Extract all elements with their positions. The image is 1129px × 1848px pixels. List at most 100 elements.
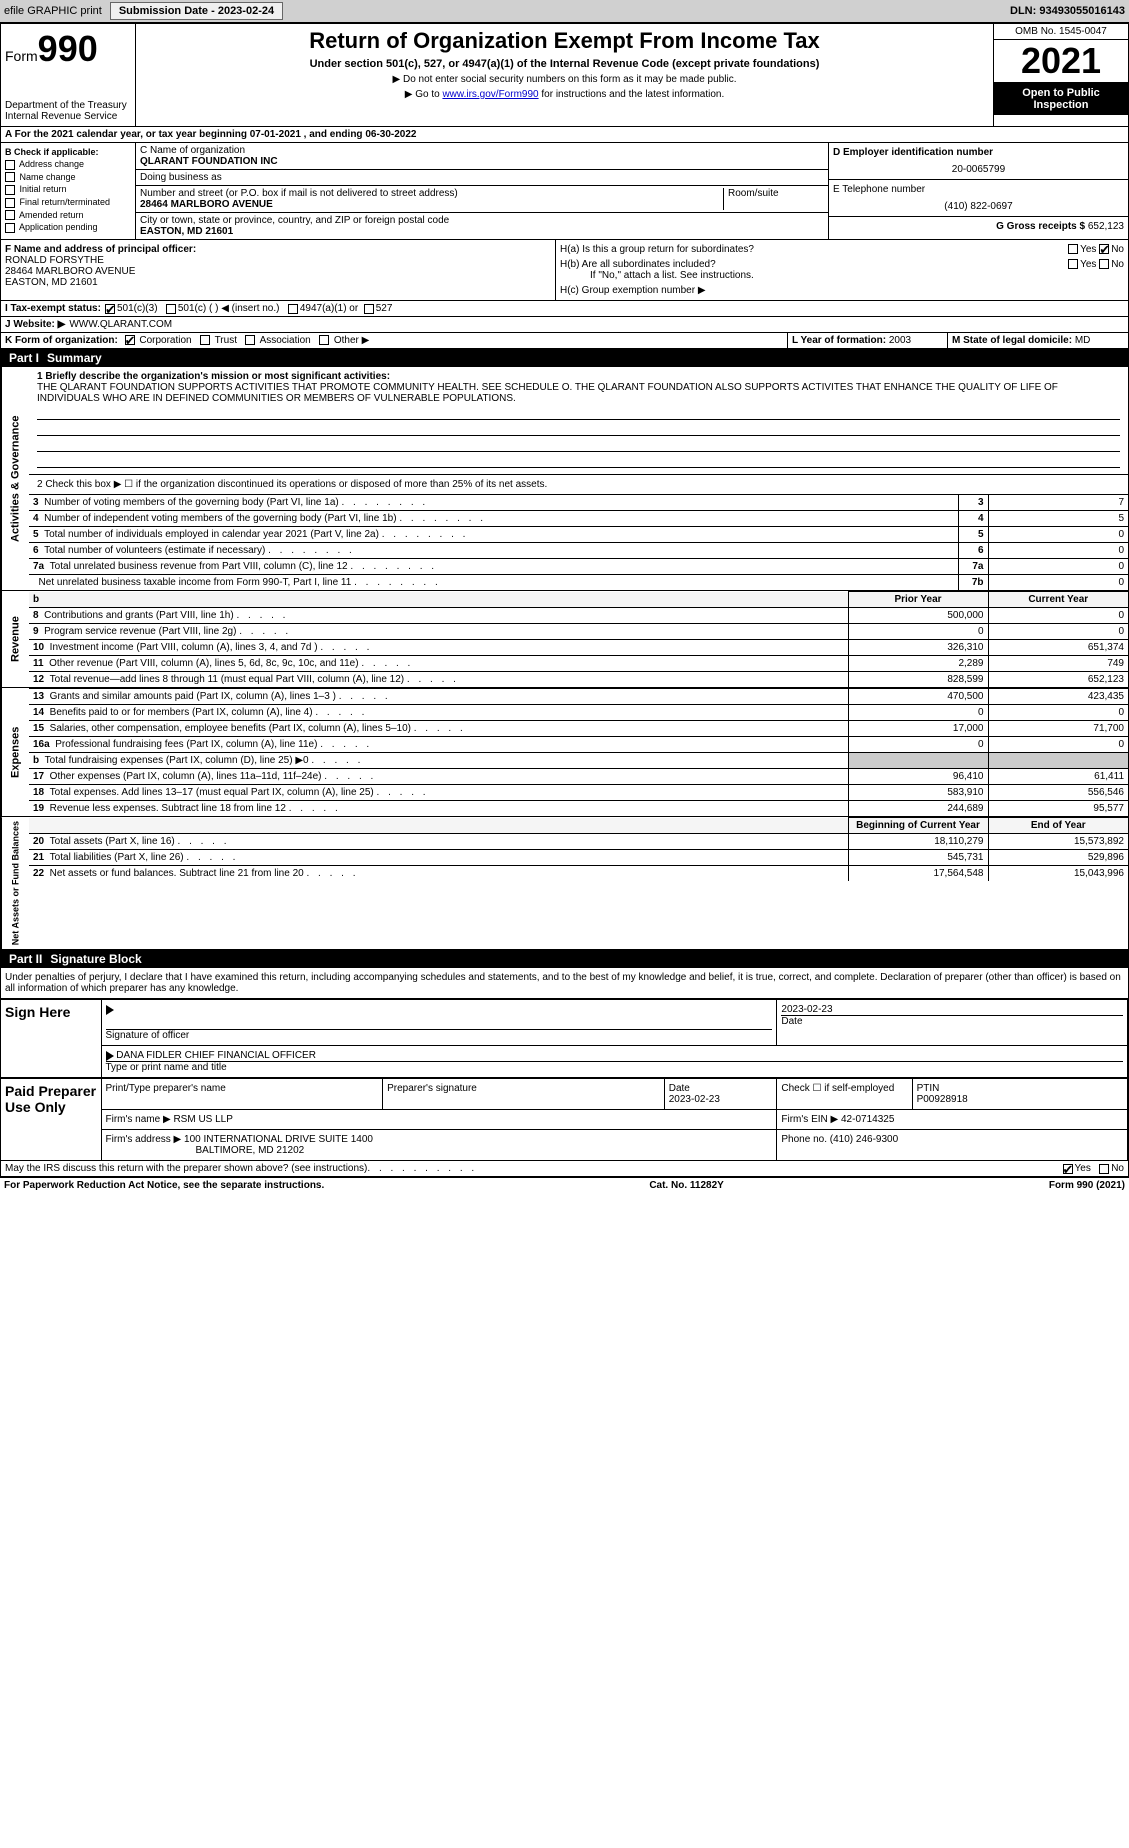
expenses-section: Expenses 13 Grants and similar amounts p… — [1, 688, 1128, 817]
checkbox[interactable] — [5, 210, 15, 220]
i-501c-checkbox[interactable] — [166, 304, 176, 314]
part2-title: Signature Block — [50, 952, 141, 966]
k-o4: Other ▶ — [334, 335, 369, 346]
i-501c3-checkbox[interactable] — [105, 304, 115, 314]
box-b-item: Final return/terminated — [5, 197, 131, 208]
table-row: 17 Other expenses (Part IX, column (A), … — [29, 769, 1128, 785]
footer: For Paperwork Reduction Act Notice, see … — [0, 1178, 1129, 1193]
i-527-checkbox[interactable] — [364, 304, 374, 314]
no-label: No — [1111, 244, 1124, 255]
ha-no-checkbox[interactable] — [1099, 244, 1109, 254]
table-row: 16a Professional fundraising fees (Part … — [29, 737, 1128, 753]
firm-addr-label: Firm's address ▶ — [106, 1134, 182, 1145]
footer-mid: Cat. No. 11282Y — [649, 1180, 723, 1191]
hb-yes-checkbox[interactable] — [1068, 259, 1078, 269]
hb-no-checkbox[interactable] — [1099, 259, 1109, 269]
footer-right: Form 990 (2021) — [1049, 1180, 1125, 1191]
m-label: M State of legal domicile: — [952, 335, 1072, 346]
k-corp-checkbox[interactable] — [125, 335, 135, 345]
box-deg: D Employer identification number 20-0065… — [828, 143, 1128, 239]
header-left: Form990 Department of the Treasury Inter… — [1, 24, 136, 126]
form-title: Return of Organization Exempt From Incom… — [140, 28, 989, 54]
phone-label: Phone no. — [781, 1134, 827, 1145]
mission-text: THE QLARANT FOUNDATION SUPPORTS ACTIVITI… — [37, 382, 1120, 404]
revenue-side-label: Revenue — [1, 591, 29, 687]
table-row: 8 Contributions and grants (Part VIII, l… — [29, 608, 1128, 624]
part2-num: Part II — [9, 952, 50, 966]
netassets-table: Beginning of Current Year End of Year 20… — [29, 817, 1128, 881]
table-row: 20 Total assets (Part X, line 16) . . . … — [29, 834, 1128, 850]
part2-header: Part II Signature Block — [1, 950, 1128, 968]
e-label: E Telephone number — [833, 184, 1124, 195]
discuss-yes-checkbox[interactable] — [1063, 1164, 1073, 1174]
begin-year-hdr: Beginning of Current Year — [848, 818, 988, 834]
form-990-big: 990 — [38, 28, 98, 69]
table-row: Net unrelated business taxable income fr… — [29, 575, 1128, 591]
irs-link[interactable]: www.irs.gov/Form990 — [442, 89, 538, 100]
prep-sig-label: Preparer's signature — [383, 1079, 665, 1110]
underline — [37, 438, 1120, 452]
top-bar: efile GRAPHIC print Submission Date - 20… — [0, 0, 1129, 23]
hb-label: H(b) Are all subordinates included? — [560, 259, 716, 270]
underline — [37, 422, 1120, 436]
checkbox[interactable] — [5, 160, 15, 170]
hc-label: H(c) Group exemption number ▶ — [560, 285, 1124, 296]
firm-name: RSM US LLP — [173, 1114, 232, 1125]
row-j: J Website: ▶ WWW.QLARANT.COM — [1, 317, 1128, 333]
table-row: 4 Number of independent voting members o… — [29, 511, 1128, 527]
i-4947-checkbox[interactable] — [288, 304, 298, 314]
footer-left: For Paperwork Reduction Act Notice, see … — [4, 1180, 324, 1191]
table-row: 13 Grants and similar amounts paid (Part… — [29, 689, 1128, 705]
k-label: K Form of organization: — [5, 335, 118, 346]
header-row: Form990 Department of the Treasury Inter… — [1, 24, 1128, 127]
website-val: WWW.QLARANT.COM — [69, 319, 172, 330]
k-o1: Corporation — [139, 335, 191, 346]
table-row: 12 Total revenue—add lines 8 through 11 … — [29, 672, 1128, 688]
expenses-side-label: Expenses — [1, 688, 29, 816]
d-label: D Employer identification number — [833, 147, 1124, 158]
expenses-table: 13 Grants and similar amounts paid (Part… — [29, 688, 1128, 816]
i-o4: 527 — [376, 303, 393, 314]
form-subtitle: Under section 501(c), 527, or 4947(a)(1)… — [140, 58, 989, 70]
city-val: EASTON, MD 21601 — [140, 226, 824, 237]
table-row: 14 Benefits paid to or for members (Part… — [29, 705, 1128, 721]
firm-addr2: BALTIMORE, MD 21202 — [196, 1145, 305, 1156]
activities-side-label: Activities & Governance — [1, 367, 29, 590]
period-row: A For the 2021 calendar year, or tax yea… — [1, 127, 1128, 143]
k-trust-checkbox[interactable] — [200, 335, 210, 345]
preparer-side-label: Paid Preparer Use Only — [1, 1079, 101, 1161]
k-other-checkbox[interactable] — [319, 335, 329, 345]
row-k: K Form of organization: Corporation Trus… — [1, 333, 1128, 349]
checkbox[interactable] — [5, 198, 15, 208]
firm-ein: 42-0714325 — [841, 1114, 894, 1125]
tax-year: 2021 — [994, 40, 1128, 83]
box-b-item: Amended return — [5, 210, 131, 221]
header-right: OMB No. 1545-0047 2021 Open to Public In… — [993, 24, 1128, 126]
l-label: L Year of formation: — [792, 335, 886, 346]
table-row: b Total fundraising expenses (Part IX, c… — [29, 753, 1128, 769]
activities-section: Activities & Governance 1 Briefly descri… — [1, 367, 1128, 591]
discuss-no-checkbox[interactable] — [1099, 1164, 1109, 1174]
table-row: 6 Total number of volunteers (estimate i… — [29, 543, 1128, 559]
box-b-title: B Check if applicable: — [5, 147, 131, 157]
k-o3: Association — [260, 335, 311, 346]
checkbox[interactable] — [5, 185, 15, 195]
section-b: B Check if applicable: Address change Na… — [1, 143, 1128, 240]
submission-date-button[interactable]: Submission Date - 2023-02-24 — [110, 2, 283, 20]
prior-year-hdr: Prior Year — [848, 592, 988, 608]
sign-here-label: Sign Here — [1, 1000, 101, 1078]
firm-ein-label: Firm's EIN ▶ — [781, 1114, 838, 1125]
table-row: 19 Revenue less expenses. Subtract line … — [29, 801, 1128, 817]
k-assoc-checkbox[interactable] — [245, 335, 255, 345]
ha-yes-checkbox[interactable] — [1068, 244, 1078, 254]
phone-val: (410) 822-0697 — [833, 201, 1124, 212]
checkbox[interactable] — [5, 172, 15, 182]
name-label: Type or print name and title — [106, 1061, 1124, 1073]
sig-date: 2023-02-23 — [781, 1004, 1123, 1015]
prep-date: 2023-02-23 — [669, 1094, 720, 1105]
discuss-no: No — [1111, 1163, 1124, 1174]
l-val: 2003 — [889, 335, 911, 346]
addr-label: Number and street (or P.O. box if mail i… — [140, 188, 719, 199]
city-label: City or town, state or province, country… — [140, 215, 824, 226]
checkbox[interactable] — [5, 223, 15, 233]
